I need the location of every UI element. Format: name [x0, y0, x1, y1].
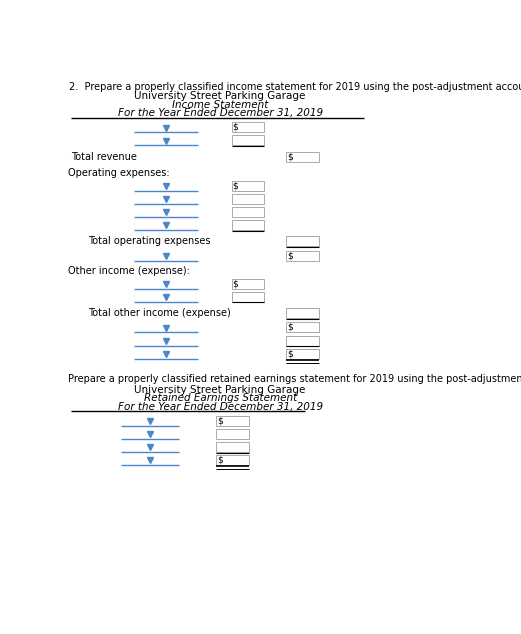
Text: $: $	[287, 349, 292, 358]
FancyBboxPatch shape	[286, 323, 318, 332]
Text: Total other income (expense): Total other income (expense)	[89, 308, 231, 318]
Text: $: $	[287, 323, 292, 332]
Text: Total operating expenses: Total operating expenses	[89, 236, 211, 246]
FancyBboxPatch shape	[286, 349, 318, 359]
FancyBboxPatch shape	[232, 220, 264, 230]
FancyBboxPatch shape	[232, 292, 264, 302]
FancyBboxPatch shape	[232, 122, 264, 133]
FancyBboxPatch shape	[216, 442, 249, 452]
FancyBboxPatch shape	[216, 416, 249, 425]
Text: Retained Earnings Statement: Retained Earnings Statement	[143, 393, 297, 403]
Text: $: $	[232, 123, 238, 132]
FancyBboxPatch shape	[286, 251, 318, 261]
Text: Other income (expense):: Other income (expense):	[68, 266, 190, 276]
FancyBboxPatch shape	[286, 236, 318, 246]
FancyBboxPatch shape	[232, 207, 264, 217]
Text: $: $	[217, 416, 223, 425]
FancyBboxPatch shape	[216, 455, 249, 465]
Text: Total revenue: Total revenue	[71, 152, 137, 162]
Text: Income Statement: Income Statement	[172, 100, 268, 110]
FancyBboxPatch shape	[286, 335, 318, 346]
FancyBboxPatch shape	[232, 181, 264, 191]
FancyBboxPatch shape	[232, 136, 264, 145]
FancyBboxPatch shape	[232, 194, 264, 204]
Text: $: $	[232, 181, 238, 190]
FancyBboxPatch shape	[216, 429, 249, 439]
Text: $: $	[217, 455, 223, 465]
FancyBboxPatch shape	[232, 278, 264, 288]
Text: $: $	[287, 251, 292, 261]
Text: 2.  Prepare a properly classified income statement for 2019 using the post-adjus: 2. Prepare a properly classified income …	[69, 82, 521, 92]
Text: Prepare a properly classified retained earnings statement for 2019 using the pos: Prepare a properly classified retained e…	[68, 374, 521, 384]
Text: $: $	[232, 279, 238, 288]
Text: For the Year Ended December 31, 2019: For the Year Ended December 31, 2019	[118, 108, 322, 119]
Text: University Street Parking Garage: University Street Parking Garage	[134, 91, 306, 101]
Text: For the Year Ended December 31, 2019: For the Year Ended December 31, 2019	[118, 402, 322, 412]
Text: University Street Parking Garage: University Street Parking Garage	[134, 385, 306, 395]
FancyBboxPatch shape	[286, 152, 318, 162]
Text: $: $	[287, 152, 292, 161]
Text: Operating expenses:: Operating expenses:	[68, 168, 170, 178]
FancyBboxPatch shape	[286, 308, 318, 318]
